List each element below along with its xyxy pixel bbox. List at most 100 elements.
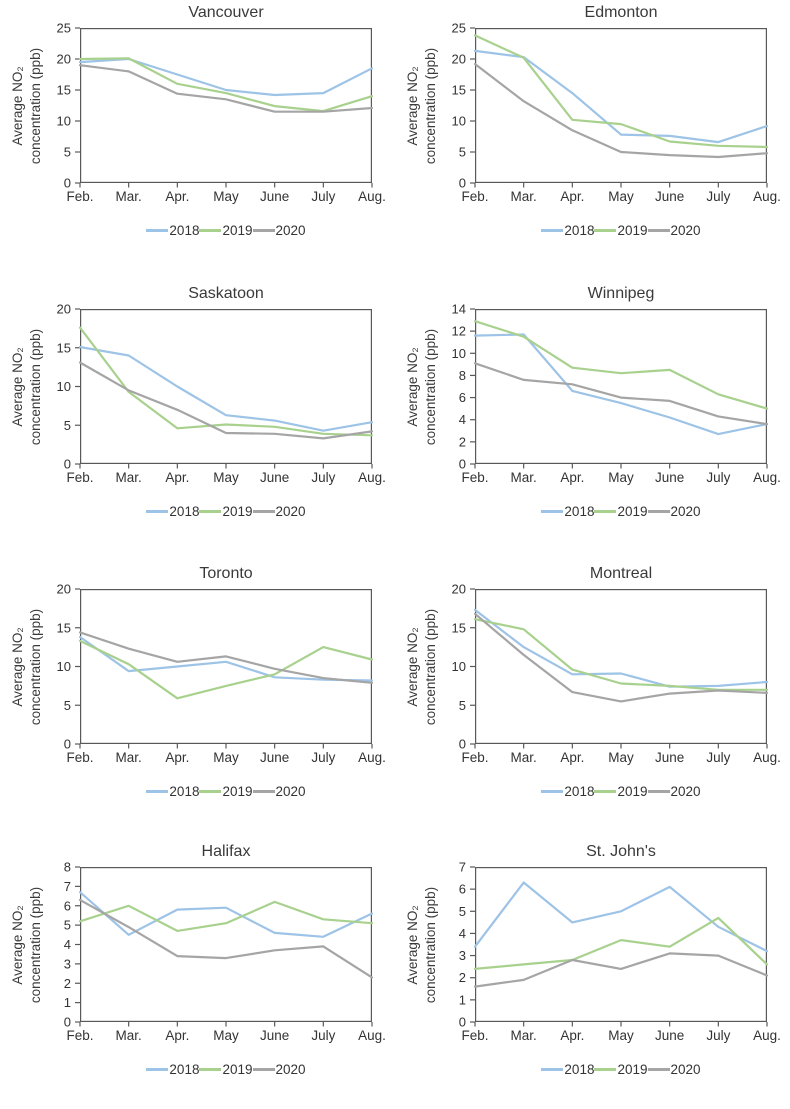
y-axis-label: Average NO₂ concentration (ppb) xyxy=(405,886,438,1004)
x-tick-label: Aug. xyxy=(753,1028,781,1043)
y-tick-label: 4 xyxy=(64,937,71,952)
legend-label: 2020 xyxy=(670,784,701,799)
y-tick-label: 20 xyxy=(57,52,71,67)
x-tick-label: Aug. xyxy=(358,189,386,204)
plot-area: 0 5 10 15 20 xyxy=(452,582,769,752)
legend-label: 2020 xyxy=(275,784,306,799)
plot-area: 0 1 2 3 4 5 6 7 8 xyxy=(64,860,374,1030)
legend-label: 2018 xyxy=(564,223,595,238)
chart-title: Saskatoon xyxy=(188,285,264,302)
legend-line-swatch xyxy=(541,510,564,513)
series-line-2019 xyxy=(473,320,769,410)
x-tick-label: May xyxy=(608,750,634,765)
legend-label: 2018 xyxy=(169,784,200,799)
y-tick-label: 25 xyxy=(57,21,71,36)
x-tick-label: Mar. xyxy=(115,750,142,765)
x-tick-label: Mar. xyxy=(510,750,537,765)
legend-label: 2019 xyxy=(222,223,253,238)
y-tick-label: 2 xyxy=(64,976,71,991)
legend-item-2019: 2019 xyxy=(199,784,253,799)
x-tick-label: Aug. xyxy=(753,750,781,765)
legend-item-2019: 2019 xyxy=(199,1062,253,1077)
y-tick-label: 4 xyxy=(459,926,466,941)
x-tick-label: May xyxy=(213,750,239,765)
x-tick-label: Apr. xyxy=(560,1028,585,1043)
plot-border xyxy=(80,28,372,184)
legend-line-swatch xyxy=(647,790,670,793)
chart-halifax: Halifax Average NO₂ concentration (ppb) … xyxy=(0,839,395,1109)
y-tick-label: 25 xyxy=(452,21,466,36)
series-line-2020 xyxy=(78,631,374,684)
x-tick-label: July xyxy=(706,470,731,485)
legend: 2018 2019 2020 xyxy=(475,223,767,238)
y-tick-label: 2 xyxy=(459,434,466,449)
x-tick-label: July xyxy=(706,189,731,204)
x-tick-label: Apr. xyxy=(165,1028,190,1043)
x-tick-label: May xyxy=(213,1028,239,1043)
y-tick-label: 20 xyxy=(452,582,466,597)
x-tick-label: Aug. xyxy=(358,1028,386,1043)
chart-montreal: Montreal Average NO₂ concentration (ppb)… xyxy=(395,561,790,831)
legend-line-swatch xyxy=(594,229,617,232)
legend: 2018 2019 2020 xyxy=(80,1062,372,1077)
legend-item-2020: 2020 xyxy=(647,504,701,519)
x-axis-labels: Feb. Mar. Apr. May June July Aug. xyxy=(0,470,395,490)
legend: 2018 2019 2020 xyxy=(475,1062,767,1077)
x-tick-label: Apr. xyxy=(560,189,585,204)
y-tick-label: 5 xyxy=(64,418,71,433)
legend-item-2019: 2019 xyxy=(594,504,648,519)
y-tick-label: 5 xyxy=(459,698,466,713)
legend-item-2019: 2019 xyxy=(199,504,253,519)
series-line-2020 xyxy=(78,64,374,113)
chart-winnipeg: Winnipeg Average NO₂ concentration (ppb)… xyxy=(395,281,790,551)
legend-label: 2018 xyxy=(169,223,200,238)
series-line-2019 xyxy=(78,326,374,437)
y-tick-label: 8 xyxy=(459,368,466,383)
legend-label: 2020 xyxy=(275,504,306,519)
x-tick-label: May xyxy=(213,470,239,485)
series-line-2019 xyxy=(473,618,769,691)
x-tick-label: June xyxy=(655,470,685,485)
y-tick-label: 5 xyxy=(64,918,71,933)
legend-line-swatch xyxy=(146,790,169,793)
x-axis-labels: Feb. Mar. Apr. May June July Aug. xyxy=(0,750,395,770)
x-tick-label: June xyxy=(260,750,290,765)
x-tick-label: Feb. xyxy=(66,189,94,204)
y-tick-label: 7 xyxy=(459,860,466,875)
y-tick-label: 6 xyxy=(459,882,466,897)
x-axis-labels: Feb. Mar. Apr. May June July Aug. xyxy=(395,189,790,209)
y-tick-label: 10 xyxy=(57,379,71,394)
y-tick-label: 6 xyxy=(459,390,466,405)
y-axis-label: Average NO₂ concentration (ppb) xyxy=(405,47,438,165)
y-tick-label: 2 xyxy=(459,970,466,985)
x-tick-label: Aug. xyxy=(753,189,781,204)
chart-vancouver: Vancouver Average NO₂ concentration (ppb… xyxy=(0,0,395,270)
y-tick-label: 1 xyxy=(459,992,466,1007)
legend-label: 2019 xyxy=(617,223,648,238)
chart-title: Montreal xyxy=(589,565,653,582)
series-line-2018 xyxy=(78,635,374,682)
chart-title: Toronto xyxy=(199,565,253,582)
x-tick-label: Feb. xyxy=(461,750,489,765)
plot-area: 0 5 10 15 20 xyxy=(57,302,374,472)
legend-item-2018: 2018 xyxy=(146,504,199,519)
legend-line-swatch xyxy=(146,510,169,513)
chart-edmonton: Edmonton Average NO₂ concentration (ppb)… xyxy=(395,0,790,270)
series-line-2018 xyxy=(473,333,769,436)
y-tick-label: 15 xyxy=(57,340,71,355)
plot-area: 0 5 10 15 20 25 xyxy=(57,21,374,191)
series-line-2020 xyxy=(473,362,769,426)
series-line-2020 xyxy=(473,62,769,159)
y-tick-label: 0 xyxy=(459,737,466,752)
y-tick-label: 5 xyxy=(64,145,71,160)
x-tick-label: Feb. xyxy=(66,1028,94,1043)
plot-border xyxy=(80,589,372,745)
legend-item-2018: 2018 xyxy=(146,1062,199,1077)
legend-line-swatch xyxy=(541,1068,564,1071)
y-tick-label: 14 xyxy=(452,302,466,317)
x-tick-label: June xyxy=(655,1028,685,1043)
legend-item-2018: 2018 xyxy=(541,504,594,519)
y-tick-label: 15 xyxy=(452,83,466,98)
series-line-2018 xyxy=(78,57,374,97)
series-line-2018 xyxy=(473,881,769,953)
